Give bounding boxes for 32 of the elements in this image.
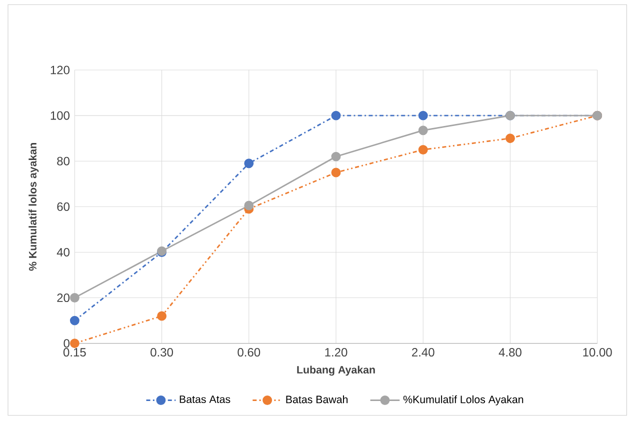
legend-label: Batas Bawah [286, 395, 348, 404]
y-tick-label: 120 [50, 66, 70, 74]
x-tick-label: 0.30 [150, 348, 173, 357]
y-tick-label: 0 [64, 339, 70, 348]
y-tick-label: 100 [50, 111, 70, 120]
point [331, 152, 341, 162]
point [157, 311, 167, 321]
y-axis-title: % Kumulatif lolos ayakan [28, 143, 39, 271]
legend-label: Batas Atas [180, 396, 230, 404]
x-tick-label: 0.60 [238, 348, 260, 357]
point [331, 168, 341, 178]
point [418, 126, 428, 136]
point [418, 144, 428, 154]
point [244, 158, 254, 168]
x-tick-label: 0.15 [63, 348, 86, 357]
x-tick-label: 2.40 [412, 348, 434, 357]
point [418, 110, 428, 120]
legend-label: %Kumulatif Lolos Ayakan [403, 395, 524, 406]
x-axis-title: Lubang Ayakan [297, 366, 375, 376]
point [505, 134, 515, 144]
x-tick-label: 4.80 [498, 348, 522, 357]
y-tick-label: 40 [56, 248, 70, 256]
point [70, 338, 80, 348]
y-tick-label: 60 [57, 202, 70, 211]
x-tick-label: 10.00 [583, 348, 612, 357]
y-tick-label: 80 [57, 156, 70, 166]
point [70, 316, 80, 326]
point [244, 200, 254, 210]
y-tick-label: 20 [57, 294, 70, 302]
point [331, 110, 341, 120]
x-tick-label: 1.20 [325, 348, 348, 357]
point [70, 293, 80, 303]
